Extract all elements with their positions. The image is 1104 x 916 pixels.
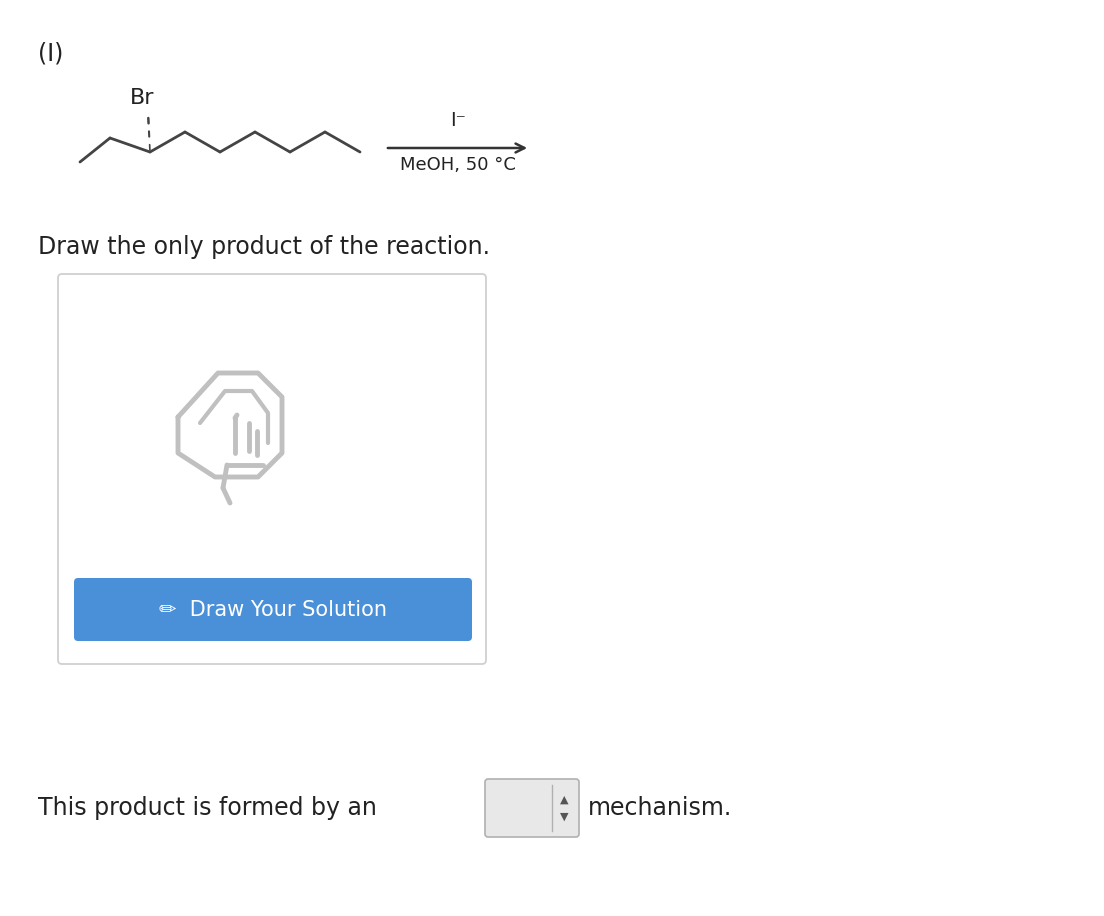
- Text: Draw the only product of the reaction.: Draw the only product of the reaction.: [38, 235, 490, 259]
- Text: I⁻: I⁻: [450, 111, 466, 130]
- FancyBboxPatch shape: [485, 779, 578, 837]
- FancyBboxPatch shape: [74, 578, 473, 641]
- Text: ✏  Draw Your Solution: ✏ Draw Your Solution: [159, 599, 388, 619]
- Text: This product is formed by an: This product is formed by an: [38, 796, 376, 820]
- Text: MeOH, 50 °C: MeOH, 50 °C: [400, 156, 516, 174]
- Text: ▲: ▲: [560, 794, 569, 804]
- FancyBboxPatch shape: [59, 274, 486, 664]
- Text: (I): (I): [38, 42, 63, 66]
- Text: ▼: ▼: [560, 812, 569, 822]
- Text: Br: Br: [130, 88, 155, 108]
- Text: mechanism.: mechanism.: [588, 796, 732, 820]
